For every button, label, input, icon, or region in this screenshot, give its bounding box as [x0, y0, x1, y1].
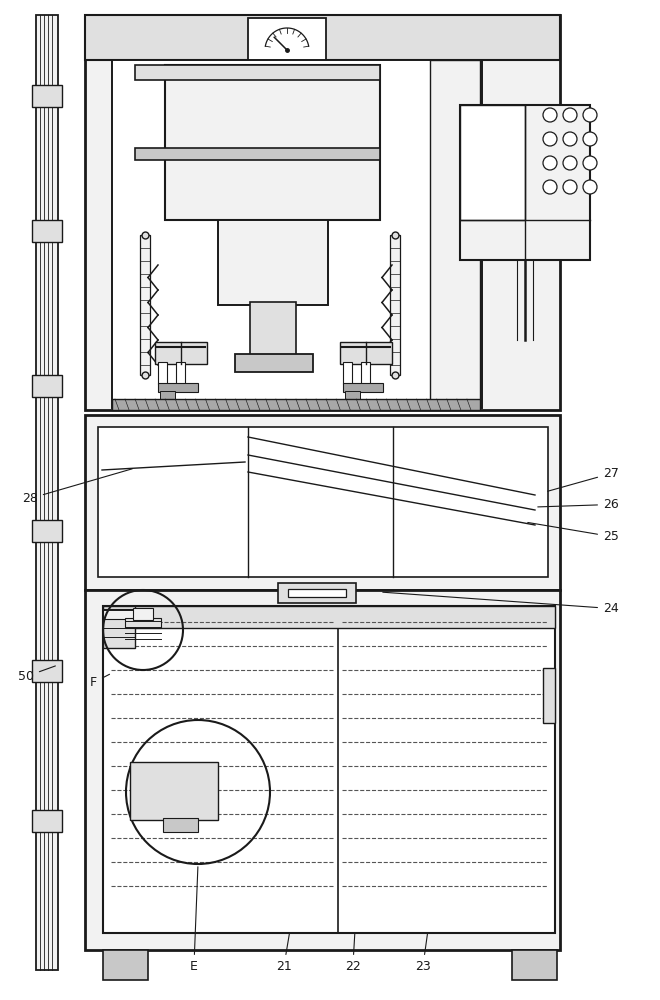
Bar — [155, 342, 207, 364]
Circle shape — [543, 132, 557, 146]
Circle shape — [563, 108, 577, 122]
Text: 21: 21 — [276, 933, 292, 973]
Bar — [135, 148, 380, 160]
Bar — [98, 427, 548, 577]
Circle shape — [583, 108, 597, 122]
Circle shape — [563, 156, 577, 170]
Text: F: F — [90, 674, 110, 689]
Bar — [343, 383, 383, 392]
Bar — [103, 950, 148, 980]
Bar — [160, 391, 175, 399]
Text: 28: 28 — [22, 469, 133, 505]
Bar — [158, 383, 198, 392]
Bar — [103, 606, 555, 628]
Text: 50: 50 — [18, 666, 55, 683]
Bar — [235, 354, 313, 372]
Bar — [103, 606, 555, 933]
Bar — [250, 302, 296, 357]
Text: 22: 22 — [345, 933, 361, 973]
Text: 23: 23 — [415, 933, 431, 973]
Bar — [361, 362, 370, 384]
Bar — [85, 15, 560, 60]
Circle shape — [563, 180, 577, 194]
Bar — [460, 105, 525, 220]
Bar — [288, 589, 346, 597]
Bar — [32, 375, 62, 397]
Bar — [430, 60, 480, 408]
Circle shape — [543, 156, 557, 170]
Bar — [343, 362, 352, 384]
Bar — [460, 105, 590, 260]
Text: 24: 24 — [383, 592, 619, 615]
Circle shape — [543, 108, 557, 122]
Bar — [248, 18, 326, 76]
Text: E: E — [190, 867, 198, 973]
Bar — [158, 362, 167, 384]
Text: 26: 26 — [538, 498, 619, 511]
Bar — [345, 391, 360, 399]
Bar — [390, 235, 400, 375]
Bar — [112, 399, 480, 410]
Bar — [130, 762, 218, 820]
Bar — [135, 65, 380, 80]
Circle shape — [563, 132, 577, 146]
Bar — [278, 583, 356, 603]
Bar — [125, 618, 161, 628]
Bar — [32, 660, 62, 682]
Bar — [32, 520, 62, 542]
Text: 25: 25 — [528, 522, 619, 543]
Bar — [165, 65, 380, 220]
Bar — [32, 810, 62, 832]
Bar — [512, 950, 557, 980]
Circle shape — [583, 132, 597, 146]
Bar — [85, 15, 560, 410]
Bar — [103, 606, 135, 648]
Bar — [85, 415, 560, 590]
Bar — [340, 342, 392, 364]
Bar — [36, 15, 58, 970]
Circle shape — [583, 180, 597, 194]
Bar — [163, 818, 198, 832]
Bar — [543, 668, 555, 723]
Bar — [103, 609, 148, 619]
Bar — [176, 362, 185, 384]
Bar — [85, 590, 560, 950]
Bar — [133, 608, 153, 620]
Bar — [112, 60, 482, 408]
Bar — [32, 220, 62, 242]
Circle shape — [543, 180, 557, 194]
Text: 27: 27 — [548, 467, 619, 491]
Circle shape — [583, 156, 597, 170]
Bar — [140, 235, 150, 375]
Bar — [32, 85, 62, 107]
Bar — [218, 220, 328, 305]
